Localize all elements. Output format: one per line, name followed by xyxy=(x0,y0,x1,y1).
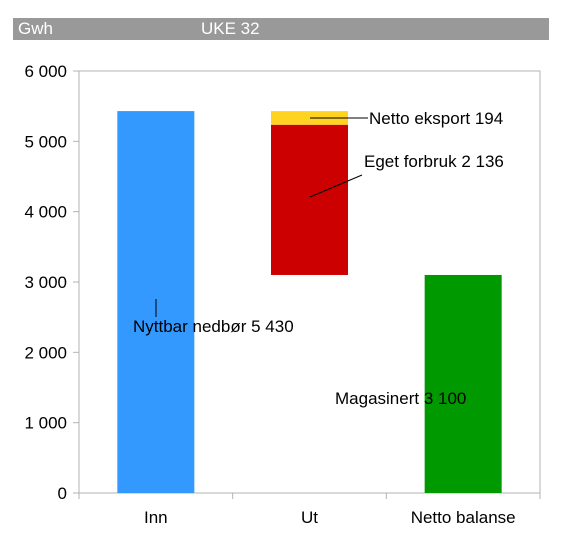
unit-label: Gwh xyxy=(18,19,53,38)
label-forbruk: Eget forbruk 2 136 xyxy=(364,152,504,171)
label-magasinert: Magasinert 3 100 xyxy=(335,389,466,408)
y-tick-label: 5 000 xyxy=(24,132,67,151)
bar-ut-eksport xyxy=(271,111,348,125)
y-tick-label: 4 000 xyxy=(24,203,67,222)
chart-header: Gwh UKE 32 xyxy=(13,18,549,40)
y-tick-label: 6 000 xyxy=(24,62,67,81)
y-tick-label: 3 000 xyxy=(24,273,67,292)
y-tick-label: 2 000 xyxy=(24,343,67,362)
x-tick-label: Inn xyxy=(144,508,168,527)
chart-title: UKE 32 xyxy=(201,19,260,38)
x-tick-label: Netto balanse xyxy=(411,508,516,527)
bar-netto-magasinert xyxy=(424,274,502,493)
label-forbruk-leader xyxy=(309,174,363,198)
label-nedbor: Nyttbar nedbør 5 430 xyxy=(133,317,294,336)
y-tick-label: 0 xyxy=(58,484,67,503)
x-tick-label: Ut xyxy=(301,508,318,527)
bar-ut-forbruk xyxy=(271,124,348,275)
label-eksport: Netto eksport 194 xyxy=(369,109,503,128)
y-tick-label: 1 000 xyxy=(24,414,67,433)
